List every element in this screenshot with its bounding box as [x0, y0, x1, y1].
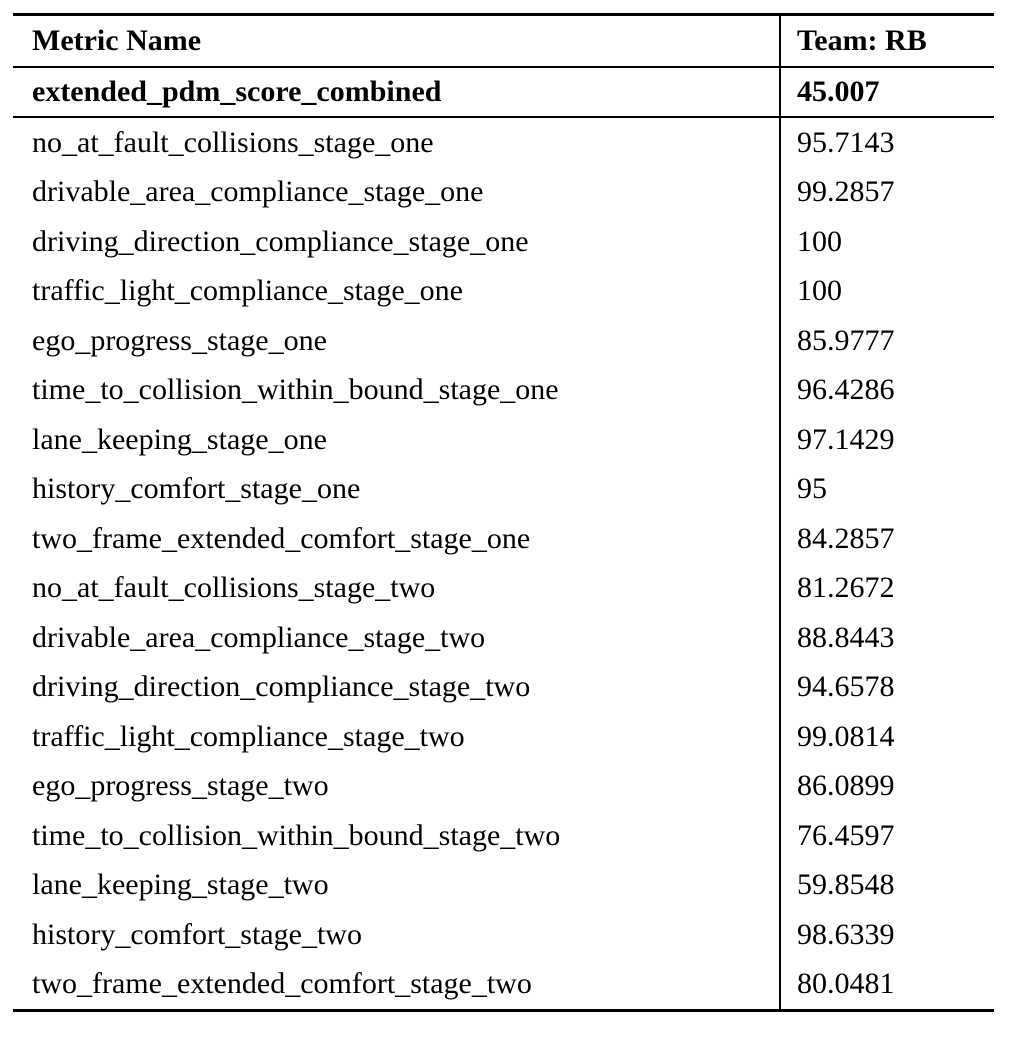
table-row: no_at_fault_collisions_stage_one 95.7143	[13, 117, 994, 168]
metric-name-cell: two_frame_extended_comfort_stage_one	[32, 521, 531, 555]
metric-value-cell: 88.8443	[779, 613, 994, 663]
column-header-metric-name: Metric Name	[13, 14, 780, 68]
table-row: drivable_area_compliance_stage_two 88.84…	[13, 613, 994, 663]
metric-value-cell: 84.2857	[779, 514, 994, 564]
metric-value-cell: 97.1429	[779, 415, 994, 465]
table-row: ego_progress_stage_two 86.0899	[13, 761, 994, 811]
table-header-row: Metric Name Team: RB	[13, 14, 994, 68]
table-row: time_to_collision_within_bound_stage_one…	[13, 365, 994, 415]
metric-name-cell: two_frame_extended_comfort_stage_two	[32, 967, 532, 1001]
table-row: driving_direction_compliance_stage_two 9…	[13, 662, 994, 712]
metric-value-cell: 80.0481	[779, 959, 994, 1011]
metric-name-cell: history_comfort_stage_one	[32, 472, 361, 506]
table-row: history_comfort_stage_two 98.6339	[13, 910, 994, 960]
summary-row: extended_pdm_score_combined 45.007	[13, 67, 994, 118]
column-header-team-rb: Team: RB	[779, 14, 994, 68]
metric-value-cell: 81.2672	[779, 563, 994, 613]
metric-name-cell: drivable_area_compliance_stage_one	[32, 175, 484, 209]
metric-name-cell: ego_progress_stage_two	[32, 769, 329, 803]
metric-name-cell: no_at_fault_collisions_stage_two	[32, 571, 436, 605]
metric-name-cell: traffic_light_compliance_stage_one	[32, 274, 463, 308]
metrics-table: Metric Name Team: RB extended_pdm_score_…	[13, 13, 994, 1012]
table-row: no_at_fault_collisions_stage_two 81.2672	[13, 563, 994, 613]
table-row: traffic_light_compliance_stage_two 99.08…	[13, 712, 994, 762]
metric-name-cell: lane_keeping_stage_two	[32, 868, 329, 902]
metric-value-cell: 100	[779, 266, 994, 316]
table-row: two_frame_extended_comfort_stage_two 80.…	[13, 959, 994, 1011]
metric-name-cell: no_at_fault_collisions_stage_one	[32, 125, 434, 159]
metric-value-cell: 76.4597	[779, 811, 994, 861]
table-row: time_to_collision_within_bound_stage_two…	[13, 811, 994, 861]
metric-value-cell: 95.7143	[779, 117, 994, 168]
metric-value-cell: 94.6578	[779, 662, 994, 712]
metric-name-cell: ego_progress_stage_one	[32, 323, 327, 357]
metric-name-cell: history_comfort_stage_two	[32, 917, 362, 951]
table-row: drivable_area_compliance_stage_one 99.28…	[13, 167, 994, 217]
metric-value-cell: 100	[779, 217, 994, 267]
table-row: two_frame_extended_comfort_stage_one 84.…	[13, 514, 994, 564]
metric-name-cell: driving_direction_compliance_stage_one	[32, 224, 529, 258]
metric-name-cell: drivable_area_compliance_stage_two	[32, 620, 486, 654]
metric-value-cell: 95	[779, 464, 994, 514]
metric-name-cell: time_to_collision_within_bound_stage_two	[32, 818, 561, 852]
metric-name-cell: time_to_collision_within_bound_stage_one	[32, 373, 559, 407]
metric-value-cell: 99.2857	[779, 167, 994, 217]
table-row: history_comfort_stage_one 95	[13, 464, 994, 514]
table-row: lane_keeping_stage_one 97.1429	[13, 415, 994, 465]
metric-name-cell: traffic_light_compliance_stage_two	[32, 719, 465, 753]
metric-value-cell: 85.9777	[779, 316, 994, 366]
table-row: traffic_light_compliance_stage_one 100	[13, 266, 994, 316]
metric-value-cell: 45.007	[779, 67, 994, 118]
metric-value-cell: 96.4286	[779, 365, 994, 415]
table-row: lane_keeping_stage_two 59.8548	[13, 860, 994, 910]
metric-name-cell: extended_pdm_score_combined	[13, 67, 780, 118]
table-row: ego_progress_stage_one 85.9777	[13, 316, 994, 366]
metric-name-cell: driving_direction_compliance_stage_two	[32, 670, 531, 704]
metric-value-cell: 99.0814	[779, 712, 994, 762]
metric-value-cell: 98.6339	[779, 910, 994, 960]
metric-value-cell: 86.0899	[779, 761, 994, 811]
metric-name-cell: lane_keeping_stage_one	[32, 422, 327, 456]
table-row: driving_direction_compliance_stage_one 1…	[13, 217, 994, 267]
metric-value-cell: 59.8548	[779, 860, 994, 910]
